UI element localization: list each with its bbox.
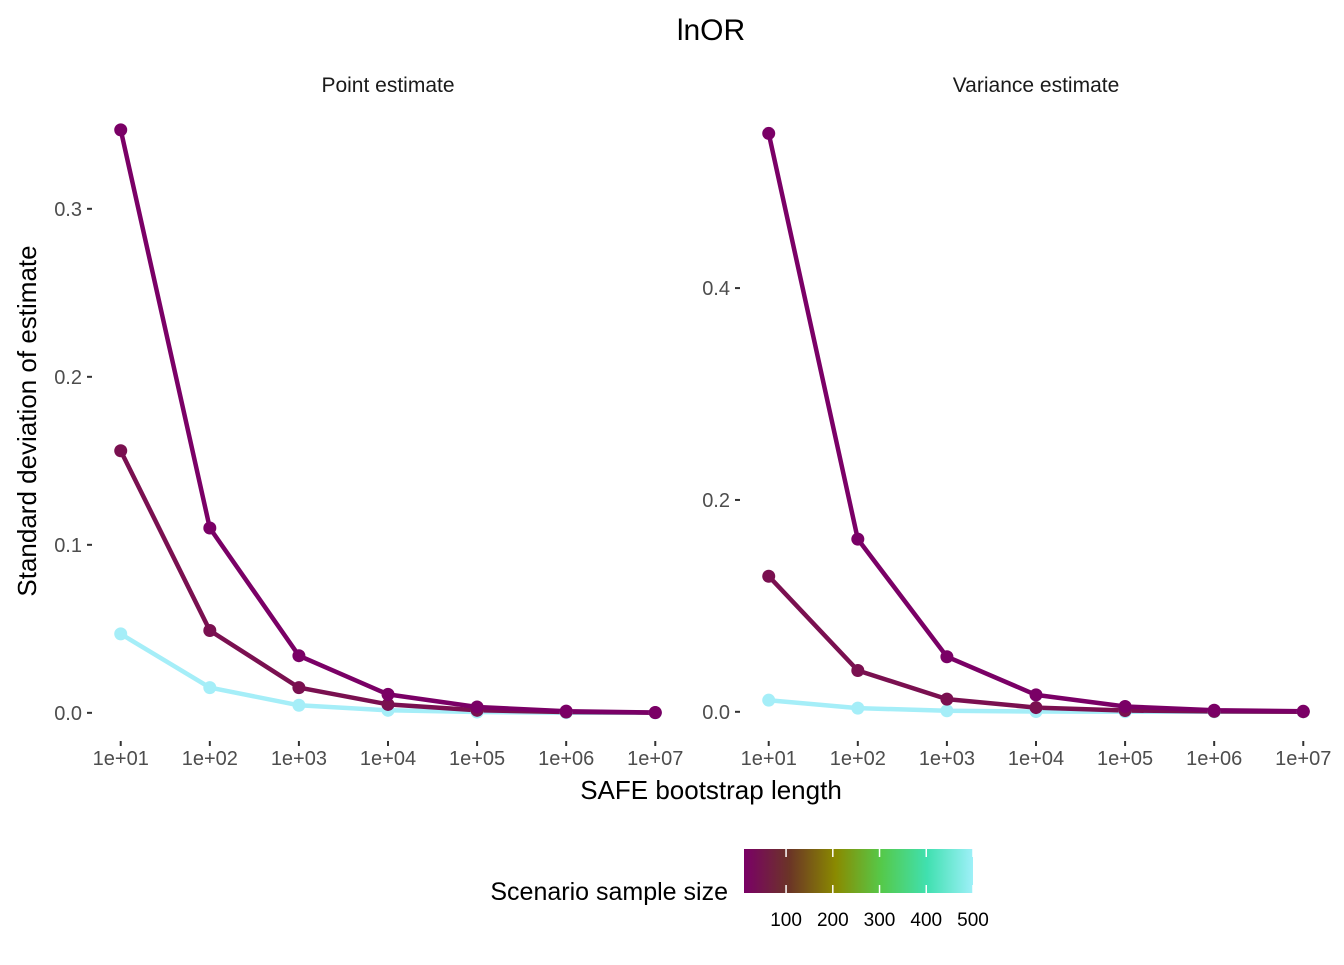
x-tick-label: 1e+04 bbox=[1008, 748, 1064, 770]
x-tick-label: 1e+02 bbox=[182, 748, 238, 770]
data-point bbox=[648, 706, 662, 720]
legend-tick-label: 300 bbox=[864, 910, 896, 931]
legend-tick-label: 400 bbox=[910, 910, 942, 931]
y-tick-label: 0.4 bbox=[702, 278, 730, 300]
x-tick-label: 1e+07 bbox=[1275, 748, 1331, 770]
data-point bbox=[762, 569, 776, 583]
y-tick-label: 0.2 bbox=[702, 490, 730, 512]
color-legend: Scenario sample size 100 200 300 400 500 bbox=[490, 849, 989, 931]
x-tick-label: 1e+05 bbox=[1097, 748, 1153, 770]
y-tick-label: 0.1 bbox=[54, 535, 82, 557]
data-point bbox=[559, 704, 573, 718]
data-point bbox=[381, 697, 395, 711]
data-point bbox=[851, 664, 865, 677]
data-point bbox=[762, 693, 776, 707]
legend-colorbar bbox=[744, 849, 973, 893]
y-axis-title: Standard deviation of estimate bbox=[12, 245, 42, 596]
data-point bbox=[1207, 703, 1221, 717]
data-point bbox=[1029, 701, 1043, 715]
x-tick-label: 1e+03 bbox=[919, 748, 975, 770]
y-tick-label: 0.3 bbox=[54, 199, 82, 221]
data-point bbox=[470, 700, 484, 714]
legend-tick-label: 200 bbox=[817, 910, 849, 931]
data-point bbox=[381, 687, 395, 701]
data-point bbox=[203, 521, 217, 535]
panel-1: Point estimate 0.0 0.1 0.2 0.3 1e+01 1e+02 1e+0… bbox=[54, 74, 683, 770]
x-tick-label: 1e+07 bbox=[627, 748, 683, 770]
data-point bbox=[851, 701, 865, 715]
data-point bbox=[292, 698, 306, 712]
facet-panels: Point estimate 0.0 0.1 0.2 0.3 1e+01 1e+02 1e+0… bbox=[54, 74, 1331, 770]
x-tick-label: 1e+01 bbox=[93, 748, 149, 770]
panel-title: Point estimate bbox=[321, 74, 454, 97]
series-line bbox=[766, 132, 1304, 714]
x-tick-label: 1e+04 bbox=[360, 748, 416, 770]
panel-2: Variance estimate 0.0 0.2 0.4 1e+01 1e+02 1e+0… bbox=[702, 74, 1331, 770]
x-tick-label: 1e+05 bbox=[449, 748, 505, 770]
x-tick-label: 1e+06 bbox=[1186, 748, 1242, 770]
data-point bbox=[203, 624, 217, 638]
legend-tick-label: 500 bbox=[957, 910, 989, 931]
y-tick-label: 0.2 bbox=[54, 367, 82, 389]
legend-title: Scenario sample size bbox=[490, 878, 728, 906]
legend-ticks: 100 200 300 400 500 bbox=[770, 849, 989, 931]
data-point bbox=[940, 650, 954, 664]
data-point bbox=[851, 532, 865, 546]
x-axis-title: SAFE bootstrap length bbox=[580, 775, 842, 805]
data-point bbox=[1029, 688, 1043, 702]
data-point bbox=[1296, 704, 1310, 718]
x-tick-label: 1e+02 bbox=[830, 748, 886, 770]
x-tick-label: 1e+06 bbox=[538, 748, 594, 770]
legend-tick-label: 100 bbox=[770, 910, 802, 931]
data-point bbox=[114, 627, 128, 641]
data-point bbox=[292, 681, 306, 695]
data-point bbox=[1118, 700, 1132, 714]
x-tick-label: 1e+03 bbox=[271, 748, 327, 770]
y-tick-label: 0.0 bbox=[54, 703, 82, 725]
data-point bbox=[940, 704, 954, 718]
panel-title: Variance estimate bbox=[953, 74, 1120, 97]
data-point bbox=[114, 444, 128, 458]
data-point bbox=[203, 681, 217, 695]
chart-title: lnOR bbox=[677, 14, 745, 47]
data-point bbox=[762, 126, 776, 140]
data-point bbox=[940, 692, 954, 706]
data-point bbox=[114, 123, 128, 137]
y-tick-label: 0.0 bbox=[702, 702, 730, 724]
data-point bbox=[292, 649, 306, 663]
series-line bbox=[118, 129, 656, 715]
x-tick-label: 1e+01 bbox=[741, 748, 797, 770]
